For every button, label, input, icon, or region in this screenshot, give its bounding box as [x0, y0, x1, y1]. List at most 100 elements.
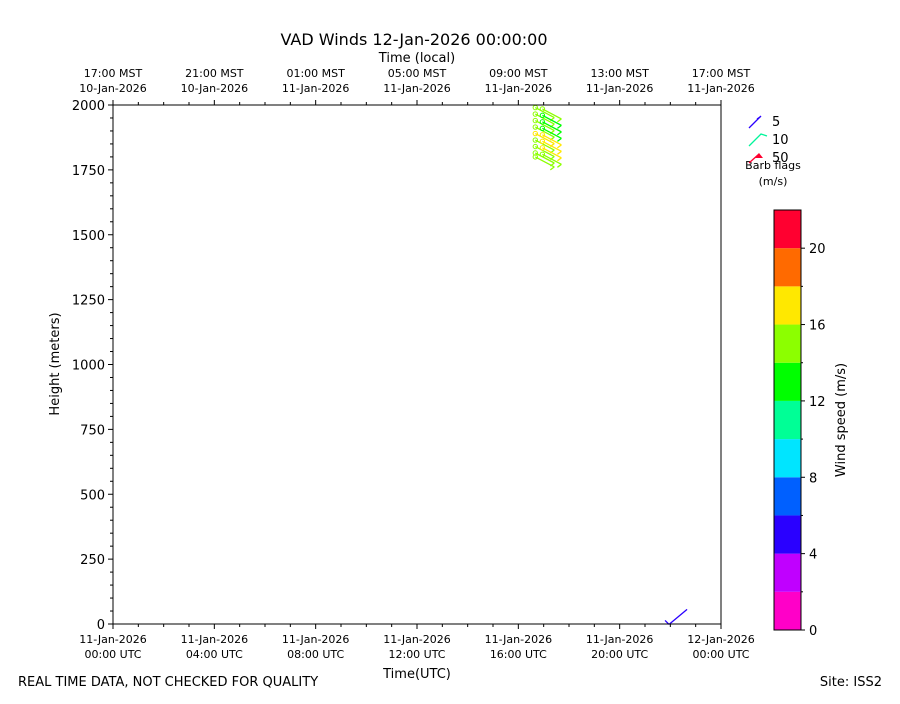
wind-barb: [539, 125, 562, 142]
wind-barb: [539, 145, 562, 162]
footer-disclaimer: REAL TIME DATA, NOT CHECKED FOR QUALITY: [18, 675, 318, 690]
x-tick-label-time: 08:00 UTC: [287, 648, 344, 661]
barb-staff: [542, 140, 562, 152]
barb-staff: [542, 127, 562, 139]
x-top-tick-label-date: 11-Jan-2026: [383, 82, 451, 95]
barb-station: [532, 137, 539, 143]
wind-barb: [539, 132, 562, 149]
barb-flag: [557, 124, 562, 129]
barb-station: [539, 138, 546, 145]
x-top-tick-label-time: 21:00 MST: [185, 67, 244, 80]
barb-station: [532, 117, 539, 124]
barb-staff: [535, 156, 555, 168]
x-tick-label-date: 11-Jan-2026: [181, 633, 249, 646]
x-tick-label-time: 00:00 UTC: [692, 648, 749, 661]
y-tick-label: 500: [80, 488, 105, 503]
footer-site: Site: ISS2: [820, 675, 882, 690]
colorbar-label: Wind speed (m/s): [834, 363, 849, 477]
barb-station: [539, 132, 546, 138]
x-top-tick-label-date: 11-Jan-2026: [586, 82, 654, 95]
barb-legend-entry: 5: [748, 115, 780, 130]
colorbar-segment: [774, 477, 801, 516]
barb-station: [532, 143, 539, 150]
barb-legend-value: 5: [772, 115, 780, 130]
colorbar-tick-label: 0: [809, 624, 817, 639]
x-top-tick-label-date: 10-Jan-2026: [181, 82, 249, 95]
colorbar-segment: [774, 439, 801, 478]
colorbar-segment: [774, 362, 801, 401]
y-tick-label: 0: [97, 618, 105, 633]
wind-barb: [664, 608, 688, 625]
barb-staff: [542, 108, 562, 120]
x-top-tick-label-time: 17:00 MST: [692, 67, 751, 80]
barb-station: [532, 124, 539, 130]
barb-legend-title-line2: (m/s): [759, 175, 788, 188]
colorbar-segment: [774, 553, 801, 592]
colorbar-segment: [774, 400, 801, 440]
barb-staff: [668, 608, 688, 625]
wind-barb: [539, 138, 562, 155]
colorbar-segment: [774, 515, 801, 554]
colorbar-tick-label: 8: [809, 471, 817, 486]
barb-flag: [557, 131, 562, 136]
barb-staff: [535, 145, 555, 158]
x-tick-label-time: 20:00 UTC: [591, 648, 648, 661]
colorbar-tick-label: 16: [809, 319, 826, 334]
x-tick-label-date: 11-Jan-2026: [383, 633, 451, 646]
x-top-tick-label-time: 01:00 MST: [286, 67, 345, 80]
y-tick-label: 2000: [72, 99, 105, 114]
colorbar-segment: [774, 248, 801, 287]
barb-staff: [535, 107, 555, 119]
barb-legend-entry: 10: [748, 133, 789, 148]
colorbar-segment: [774, 591, 801, 630]
x-tick-label-date: 11-Jan-2026: [586, 633, 654, 646]
wind-barb: [532, 150, 555, 167]
plot-frame: [112, 104, 722, 625]
barb-legend-value: 10: [772, 133, 789, 148]
barb-staff: [535, 113, 555, 125]
wind-barb: [532, 137, 555, 154]
barb-flag: [557, 144, 562, 149]
x-axis-top-label: Time (local): [378, 51, 455, 66]
y-tick-label: 1750: [72, 164, 105, 179]
colorbar-tick-label: 12: [809, 395, 826, 410]
barb-station: [532, 154, 539, 160]
x-top-tick-label-time: 13:00 MST: [590, 67, 649, 80]
barb-flag: [557, 118, 562, 123]
barb-flag: [557, 150, 562, 155]
colorbar-segment: [774, 286, 801, 325]
barb-legend-entry: 50: [748, 151, 789, 166]
x-top-tick-label-date: 10-Jan-2026: [79, 82, 147, 95]
barb-staff: [535, 152, 555, 164]
x-tick-label-date: 12-Jan-2026: [687, 633, 755, 646]
colorbar-frame: [773, 209, 802, 631]
y-tick-label: 1000: [72, 359, 105, 374]
x-top-tick-label-time: 17:00 MST: [84, 67, 143, 80]
x-top-tick-label-date: 11-Jan-2026: [282, 82, 350, 95]
colorbar-tick-label: 20: [809, 242, 826, 257]
y-tick-label: 1250: [72, 294, 105, 309]
wind-barb: [532, 154, 555, 171]
barb-station: [532, 130, 539, 137]
wind-barb: [539, 119, 562, 136]
y-tick-label: 750: [80, 423, 105, 438]
x-top-tick-label-time: 09:00 MST: [489, 67, 548, 80]
wind-barb: [539, 112, 562, 129]
barb-station: [539, 125, 546, 132]
barb-staff: [535, 119, 555, 132]
colorbar-tick-label: 4: [809, 548, 817, 563]
barb-staff: [535, 139, 555, 151]
barb-station: [539, 106, 546, 112]
wind-barb: [539, 151, 562, 168]
x-axis-label: Time(UTC): [382, 667, 451, 682]
barb-station: [539, 112, 546, 119]
y-tick-label: 1500: [72, 229, 105, 244]
barb-station: [539, 145, 546, 151]
x-tick-label-time: 16:00 UTC: [490, 648, 547, 661]
x-tick-label-date: 11-Jan-2026: [282, 633, 350, 646]
colorbar-segment: [774, 210, 801, 249]
barb-flag: [549, 166, 555, 171]
barb-station: [532, 111, 539, 117]
x-top-tick-label-date: 11-Jan-2026: [687, 82, 755, 95]
x-tick-label-time: 04:00 UTC: [186, 648, 243, 661]
